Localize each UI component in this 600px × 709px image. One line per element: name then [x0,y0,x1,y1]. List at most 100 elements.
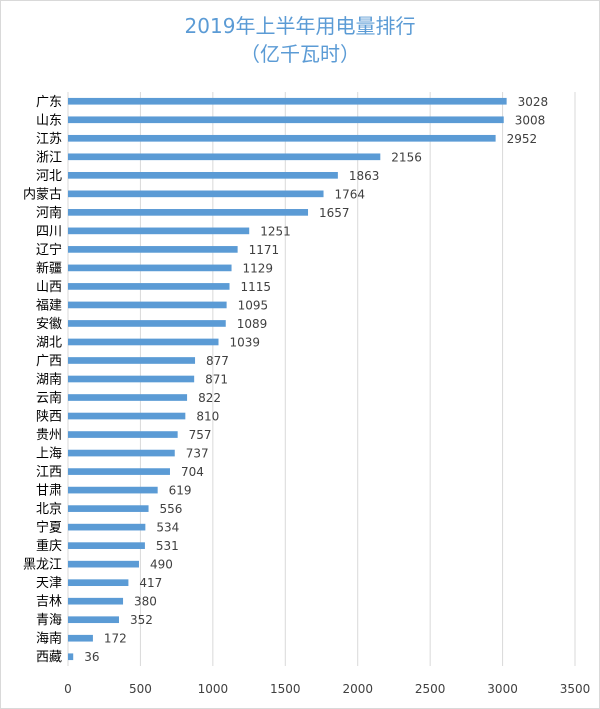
category-label: 甘肃 [36,484,62,499]
bar [68,579,129,587]
category-label: 湖北 [36,335,62,350]
bar [68,301,227,309]
category-label: 山西 [36,280,62,295]
category-label: 新疆 [36,260,62,276]
bar [68,597,124,605]
data-label: 1863 [349,169,380,183]
category-label: 广西 [36,354,62,369]
data-label: 172 [104,632,127,646]
category-label: 辽宁 [36,242,62,258]
data-label: 822 [198,391,221,405]
x-tick-label: 3000 [487,682,518,696]
bar [68,153,381,161]
data-label: 737 [186,447,209,461]
data-label: 871 [205,373,228,387]
bar [68,264,232,272]
bar [68,357,196,364]
data-label: 810 [196,410,219,424]
data-label: 417 [139,576,162,590]
bar [68,134,496,142]
bar [68,375,195,383]
data-label: 1657 [319,206,350,220]
bar [68,542,145,549]
bar [68,449,175,457]
category-label: 广东 [36,95,62,110]
category-label: 天津 [36,576,62,591]
bar [68,653,74,661]
bar [68,523,146,531]
bar [68,634,93,642]
data-label: 490 [150,558,173,572]
category-label: 浙江 [36,150,62,165]
bar [68,116,504,124]
category-label: 福建 [36,298,62,313]
bar [68,320,226,327]
category-label: 内蒙古 [23,186,62,202]
data-label: 1251 [260,224,291,238]
category-label: 江苏 [36,131,62,147]
data-label: 619 [169,484,192,498]
data-label: 1089 [237,317,268,331]
x-tick-label: 3500 [560,682,591,696]
bar [68,209,309,216]
category-label: 河北 [36,169,62,184]
x-tick-label: 2500 [415,682,446,696]
bar [68,190,324,198]
bar [68,616,119,624]
category-label: 重庆 [36,538,62,554]
x-tick-label: 1000 [198,682,229,696]
bar [68,486,158,494]
category-label: 安徽 [36,317,62,332]
bar [68,171,338,179]
data-label: 877 [206,354,229,368]
category-label: 江西 [36,465,62,480]
data-label: 1764 [335,187,366,201]
bar [68,338,219,346]
data-label: 2156 [391,150,422,164]
category-label: 云南 [36,390,62,406]
data-label: 531 [156,539,179,553]
category-label: 贵州 [36,428,62,443]
x-tick-label: 2000 [342,682,373,696]
data-label: 1129 [243,261,274,275]
category-label: 陕西 [36,410,62,425]
data-label: 1039 [230,335,261,349]
data-label: 757 [189,428,212,442]
category-label: 黑龙江 [23,558,62,573]
data-label: 2952 [507,132,538,146]
data-label: 3028 [518,95,549,109]
bar [68,246,238,253]
data-label: 534 [156,521,179,535]
category-label: 北京 [36,502,62,517]
category-label: 吉林 [36,595,62,610]
x-tick-label: 0 [64,682,72,696]
bar [68,227,250,235]
category-label: 西藏 [36,650,62,665]
data-label: 1115 [241,280,272,294]
category-label: 海南 [36,631,62,647]
bar [68,468,170,475]
chart-title: 2019年上半年用电量排行 [184,14,416,38]
bar [68,431,178,438]
category-label: 河南 [36,205,62,221]
data-label: 1095 [238,298,269,312]
data-label: 380 [134,595,157,609]
data-label: 704 [181,465,204,479]
bar [68,97,507,105]
bar [68,505,149,512]
bar [68,560,139,568]
data-label: 556 [160,502,183,516]
bar [68,412,186,420]
category-label: 宁夏 [36,520,62,536]
category-label: 湖南 [36,372,62,388]
bar [68,394,188,401]
category-label: 山东 [36,113,62,128]
data-label: 352 [130,613,153,627]
category-label: 青海 [36,613,62,628]
x-tick-label: 500 [129,682,152,696]
x-tick-label: 1500 [270,682,301,696]
chart-subtitle: （亿千瓦时） [240,42,360,66]
data-label: 3008 [515,113,546,127]
category-label: 上海 [36,447,62,462]
